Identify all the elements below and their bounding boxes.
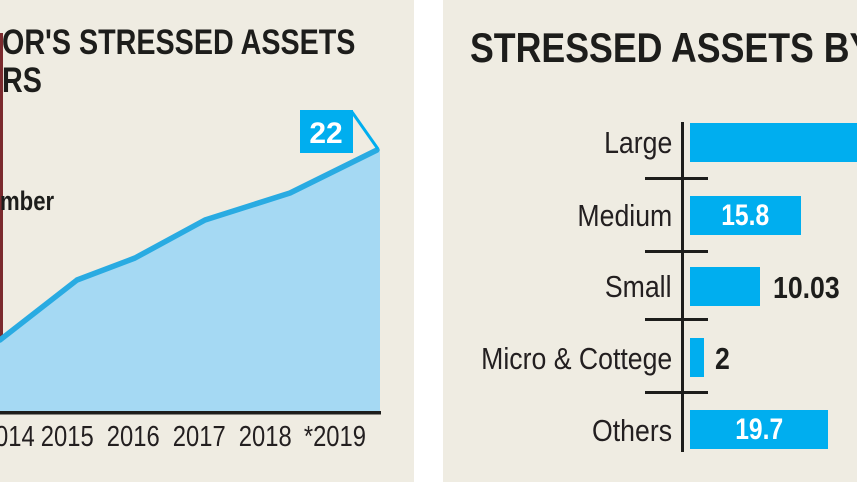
bar-chart-axis-line [681, 122, 684, 452]
stressed-assets-trend-panel: OR'S STRESSED ASSETS RS mber 22 014 2015… [0, 0, 414, 482]
category-label-medium: Medium [577, 198, 672, 233]
flag-pointer-line [350, 111, 380, 150]
area-fill [0, 149, 380, 411]
x-label-2014: 014 [0, 421, 35, 453]
data-label-value: 22 [309, 117, 342, 150]
value-label-micro-cottege: 2 [715, 341, 730, 376]
x-axis-line [0, 411, 381, 415]
axis-tick [645, 177, 708, 180]
x-label-2015: 2015 [40, 421, 94, 453]
x-axis-labels: 014 2015 2016 2017 2018 *2019 [0, 421, 414, 453]
left-panel-title-text1: OR'S STRESSED ASSETS [2, 23, 356, 62]
trend-line [0, 147, 380, 343]
stressed-assets-by-size-panel: STRESSED ASSETS BY Large Medium 15.8 Sma… [443, 0, 857, 482]
category-label-large: Large [603, 125, 672, 160]
x-label-2019: *2019 [303, 421, 367, 453]
left-panel-title-text2: RS [2, 61, 42, 100]
x-label-2017: 2017 [172, 421, 226, 453]
category-label-micro-cottege: Micro & Cottege [480, 341, 672, 376]
axis-tick [645, 318, 708, 321]
x-label-2018: 2018 [238, 421, 292, 453]
left-panel-title-line1: OR'S STRESSED ASSETS [2, 24, 414, 62]
axis-tick [645, 391, 708, 394]
bar-medium [690, 196, 801, 235]
value-label-small: 10.03 [773, 270, 840, 305]
x-label-2016: 2016 [106, 421, 160, 453]
bar-small [690, 267, 760, 306]
bar-others [690, 410, 828, 449]
area-chart: 22 [0, 110, 381, 415]
value-label-medium: 15.8 [721, 199, 770, 232]
right-panel-title: STRESSED ASSETS BY [470, 24, 857, 71]
bar-micro-cottege [690, 338, 704, 377]
category-label-small: Small [605, 269, 672, 304]
data-label-flag [300, 110, 353, 153]
axis-tick [645, 250, 708, 253]
value-label-others: 19.7 [735, 413, 783, 446]
clipped-left-edge-artifact [0, 33, 3, 340]
left-panel-title-line2: RS [2, 62, 51, 100]
left-panel-subtitle: mber [0, 186, 55, 216]
category-label-others: Others [591, 413, 672, 448]
bar-large [690, 123, 857, 162]
